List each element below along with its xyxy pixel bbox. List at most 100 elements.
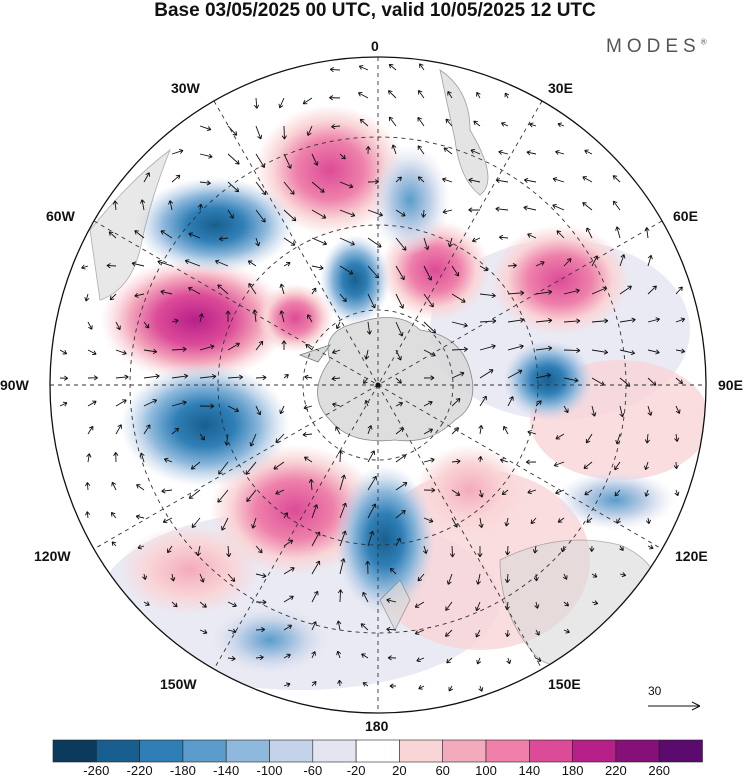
wind-vector [563, 377, 579, 383]
wind-vector [358, 65, 369, 71]
lon-label-30e: 30E [548, 80, 573, 96]
wind-vector [395, 377, 402, 384]
wind-vector [255, 654, 264, 661]
wind-vector [339, 181, 354, 189]
wind-vector [563, 347, 581, 354]
colorbar-tick-label: 180 [561, 763, 584, 778]
wind-vector [255, 405, 262, 416]
wind-vector [674, 489, 680, 497]
wind-vector [535, 372, 551, 379]
wind-vector [190, 461, 201, 470]
wind-vector [367, 503, 377, 519]
wind-vector [339, 502, 347, 519]
wind-vector [367, 450, 375, 463]
wind-vector [504, 517, 510, 527]
wind-vector [552, 177, 565, 183]
wind-vector [199, 180, 211, 186]
wind-vector [283, 153, 292, 169]
wind-vector [414, 601, 425, 608]
wind-vector [113, 452, 119, 463]
wind-vector [471, 237, 481, 243]
wind-vector [337, 450, 343, 463]
wind-vector [337, 589, 343, 603]
wind-vector [303, 456, 313, 463]
wind-vector [675, 348, 686, 354]
wind-vector [591, 349, 609, 355]
wind-vector [357, 92, 369, 99]
wind-vector [335, 426, 341, 435]
wind-vector [281, 340, 287, 351]
wind-vector [171, 174, 181, 183]
wind-vector [615, 226, 621, 239]
wind-vector [386, 597, 397, 603]
wind-vector [647, 317, 660, 323]
wind-vector [115, 424, 122, 435]
wind-vector [612, 175, 621, 183]
wind-vector [171, 148, 184, 155]
wind-vector [445, 601, 453, 611]
wind-vector [476, 657, 482, 665]
lon-label-150w: 150W [160, 676, 197, 692]
colorbar-tick-label: 220 [605, 763, 627, 778]
wind-vector [59, 375, 69, 381]
wind-vector [451, 293, 466, 303]
wind-vector [136, 484, 145, 491]
wind-vector [143, 348, 158, 354]
wind-vector [387, 90, 397, 99]
wind-vector [582, 176, 593, 183]
wind-vector [279, 310, 285, 323]
wind-vector [191, 517, 201, 529]
wind-vector [675, 286, 683, 295]
wind-vector [442, 177, 453, 183]
colorbar-swatch [615, 739, 660, 763]
wind-vector [507, 369, 523, 379]
wind-vector [199, 433, 205, 441]
wind-vector [647, 349, 660, 355]
wind-vector [227, 405, 240, 413]
wind-vector [171, 373, 189, 379]
wind-vector [170, 573, 176, 582]
map-boundary [49, 56, 707, 714]
wind-vector [311, 153, 319, 166]
wind-vector [506, 657, 512, 665]
low-anomaly [135, 177, 295, 273]
wind-vector [362, 591, 369, 603]
wind-vector [498, 234, 509, 241]
wind-vector [473, 120, 481, 127]
wind-vector [591, 573, 598, 578]
wind-vector [448, 685, 454, 692]
wind-vector [184, 259, 201, 267]
wind-vector [255, 237, 261, 247]
wind-vector [311, 560, 321, 575]
wind-vector [584, 149, 593, 155]
low-anomaly [555, 470, 675, 530]
wind-vector [339, 474, 346, 491]
wind-vector [339, 265, 354, 275]
wind-vector [584, 489, 593, 496]
wind-vector [367, 209, 383, 217]
wind-vector [478, 517, 484, 529]
wind-vector [199, 403, 215, 409]
wind-vector [87, 375, 98, 381]
wind-vector [218, 236, 229, 242]
wind-vector [188, 232, 201, 239]
wind-vector [227, 601, 237, 608]
wind-vector [535, 345, 553, 351]
wind-vector [535, 657, 542, 662]
wind-vector [227, 181, 240, 193]
wind-vector [470, 149, 481, 155]
wind-vector [199, 125, 212, 132]
wind-vector [359, 118, 369, 127]
wind-vector [364, 349, 370, 360]
wind-vector [619, 254, 626, 267]
wind-vector [115, 321, 121, 331]
wind-vector [255, 545, 263, 554]
wind-vector [283, 653, 291, 659]
wind-vector [255, 573, 267, 579]
wind-vector [197, 203, 203, 211]
wind-vector [142, 573, 148, 580]
wind-vector [115, 374, 129, 380]
colorbar-tick-label: 100 [475, 763, 497, 778]
wind-vector [332, 402, 341, 408]
